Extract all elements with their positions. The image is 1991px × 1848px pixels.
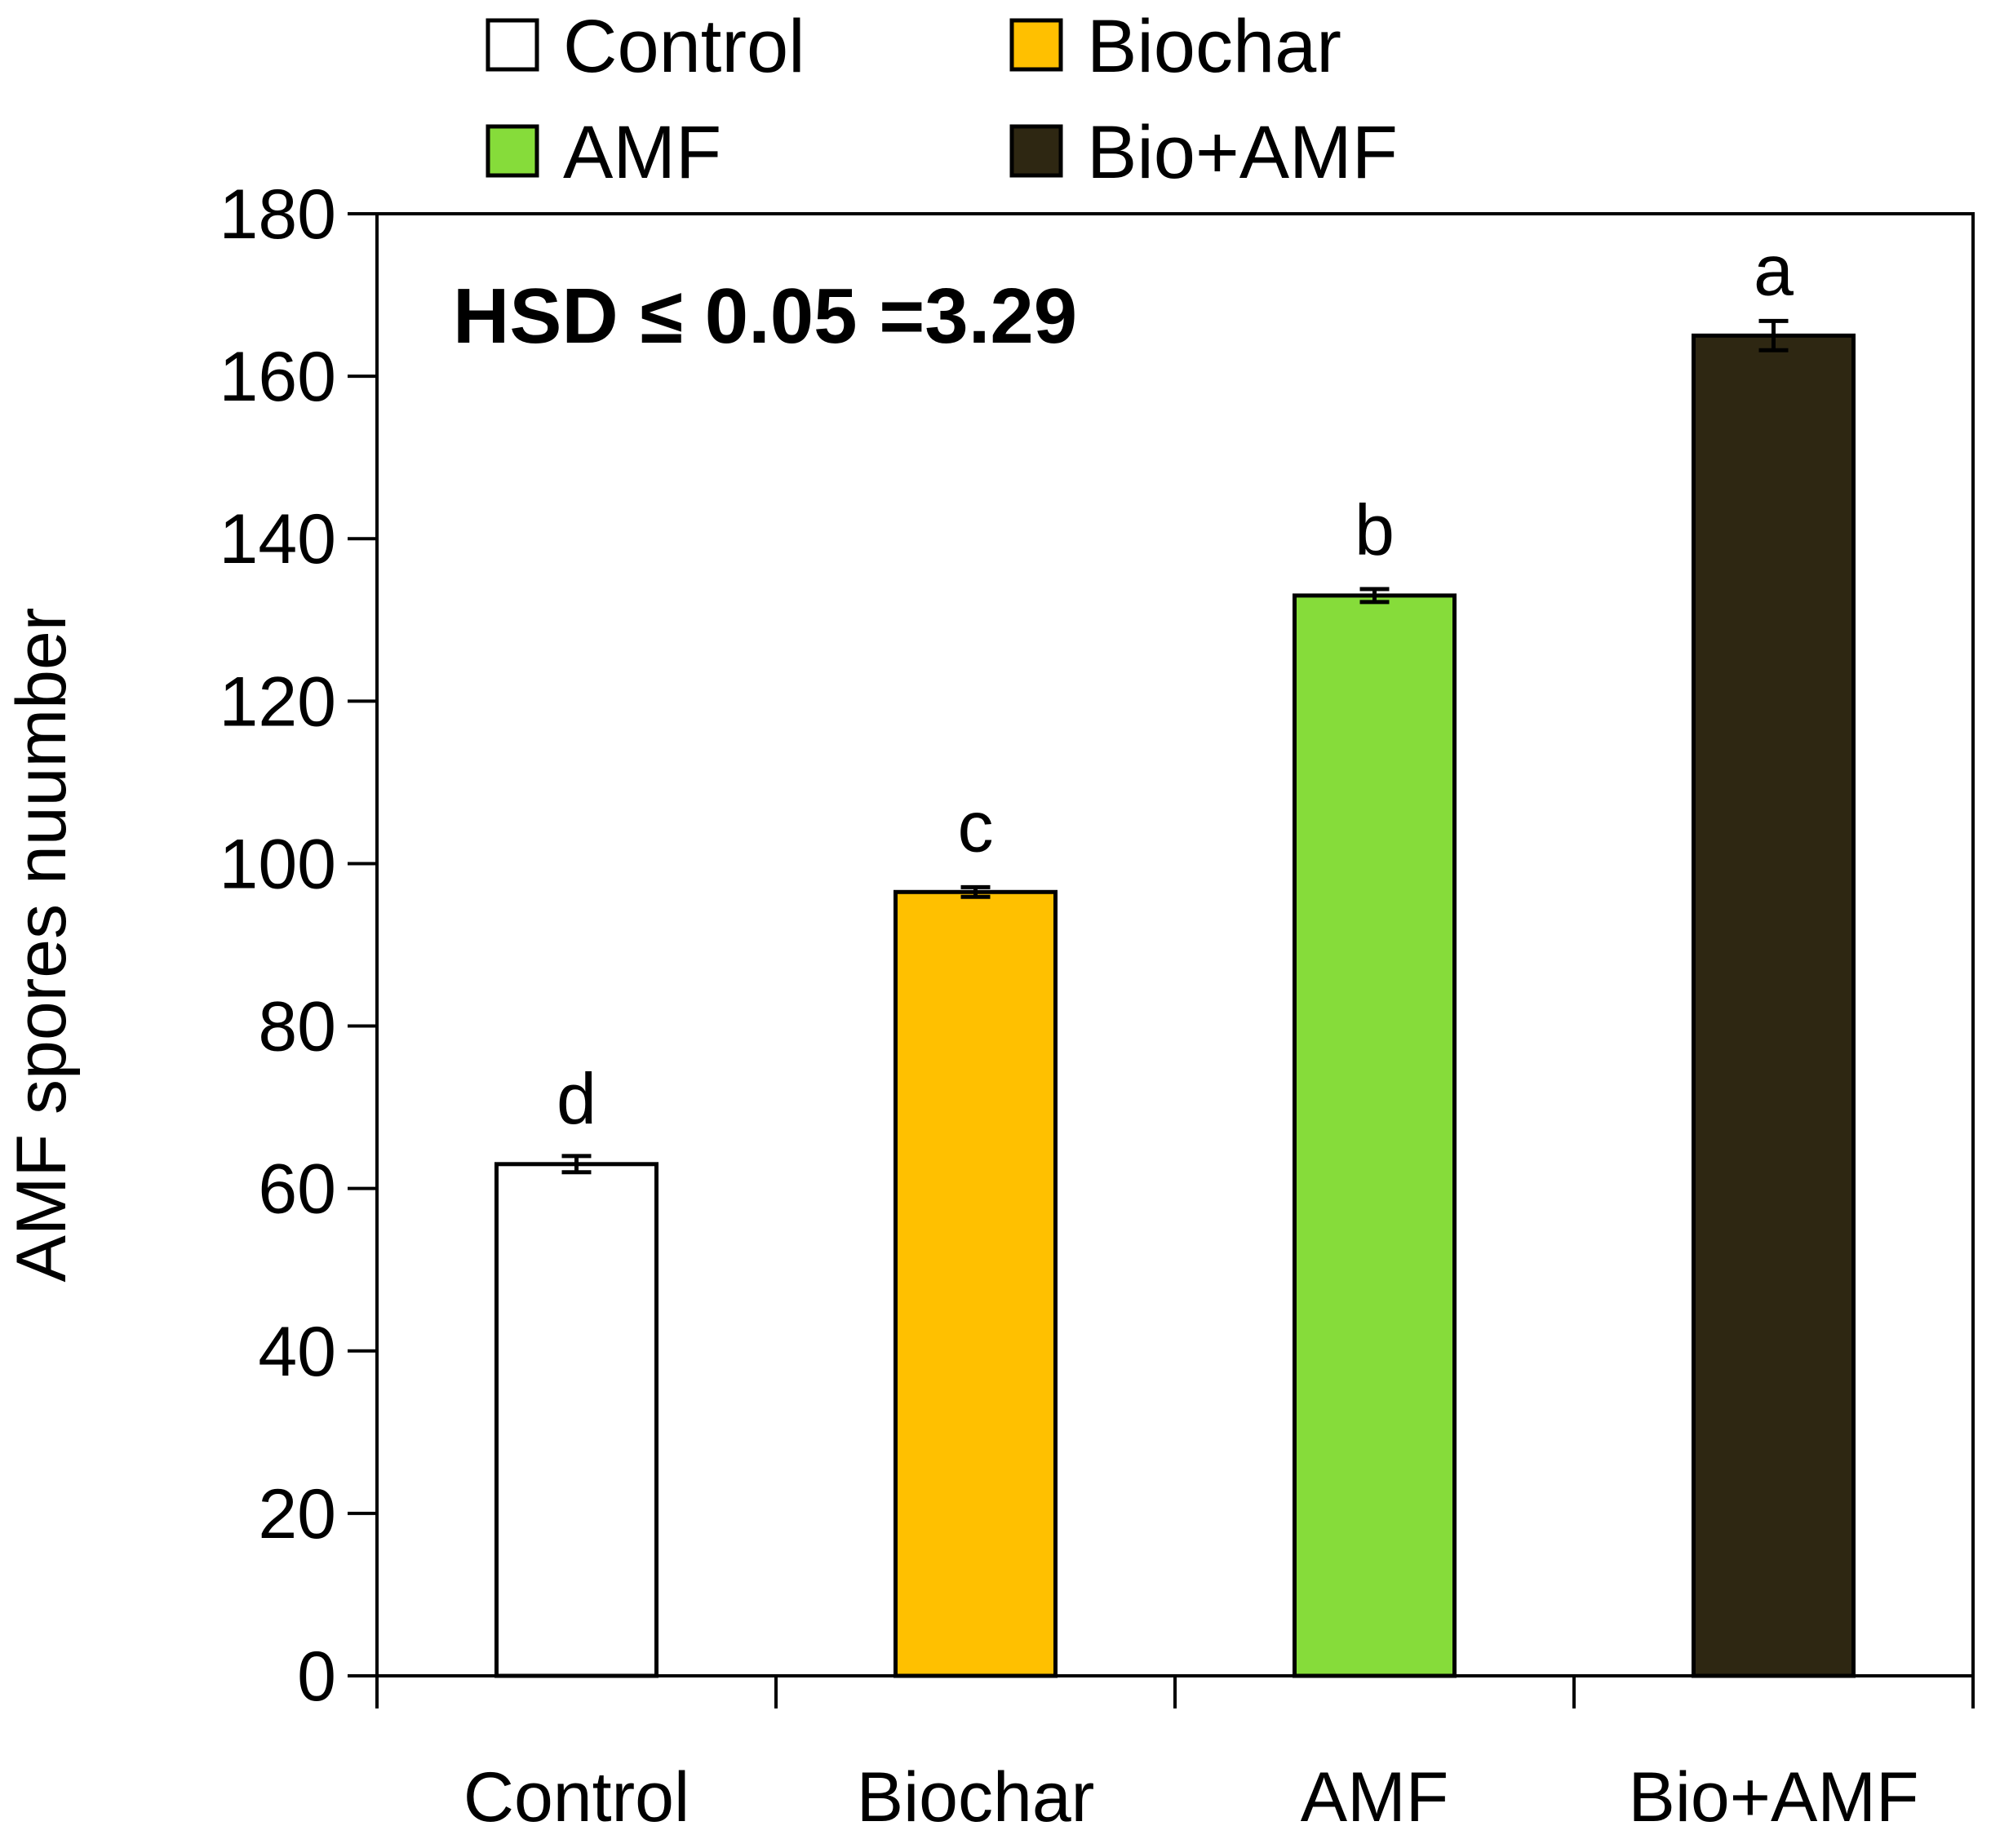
x-tick-label: Bio+AMF — [1628, 1758, 1918, 1837]
legend-label: AMF — [563, 111, 721, 194]
y-tick-label: 180 — [219, 175, 337, 254]
y-tick-label: 120 — [219, 663, 337, 741]
y-tick-label: 40 — [258, 1313, 336, 1391]
legend-label: Biochar — [1087, 5, 1341, 88]
x-tick-label: Biochar — [857, 1758, 1095, 1837]
y-tick-label: 60 — [258, 1150, 336, 1229]
y-tick-label: 100 — [219, 825, 337, 903]
hsd-annotation: HSD ≤ 0.05 =3.29 — [453, 273, 1077, 360]
legend-label: Bio+AMF — [1087, 111, 1398, 194]
significance-letter: b — [1355, 490, 1395, 570]
legend-swatch — [488, 20, 537, 69]
bar — [1694, 335, 1854, 1676]
bar-chart: Control Biochar AMF Bio+AMF 0 20 40 60 80 100 120… — [0, 0, 1991, 1848]
y-tick-label: 80 — [258, 988, 336, 1066]
bars: d c b a — [497, 229, 1854, 1676]
y-tick-label: 160 — [219, 338, 337, 416]
bar — [1295, 596, 1455, 1676]
y-axis-title: AMF spores nuumber — [2, 608, 81, 1283]
y-tick-label: 0 — [297, 1637, 336, 1716]
significance-letter: a — [1754, 229, 1794, 310]
x-axis: Control Biochar AMF Bio+AMF — [377, 1676, 1973, 1837]
legend: Control Biochar AMF Bio+AMF — [488, 5, 1398, 194]
legend-label: Control — [563, 5, 805, 88]
y-axis: 0 20 40 60 80 100 120 140 160 180 — [219, 175, 378, 1716]
y-tick-label: 20 — [258, 1475, 336, 1553]
bar — [497, 1164, 657, 1676]
legend-swatch — [1012, 126, 1061, 175]
significance-letter: c — [958, 786, 994, 866]
y-tick-label: 140 — [219, 500, 337, 578]
significance-letter: d — [557, 1058, 596, 1139]
legend-swatch — [488, 126, 537, 175]
legend-swatch — [1012, 20, 1061, 69]
x-tick-label: Control — [463, 1758, 690, 1837]
x-tick-label: AMF — [1301, 1758, 1449, 1837]
bar — [896, 892, 1056, 1676]
